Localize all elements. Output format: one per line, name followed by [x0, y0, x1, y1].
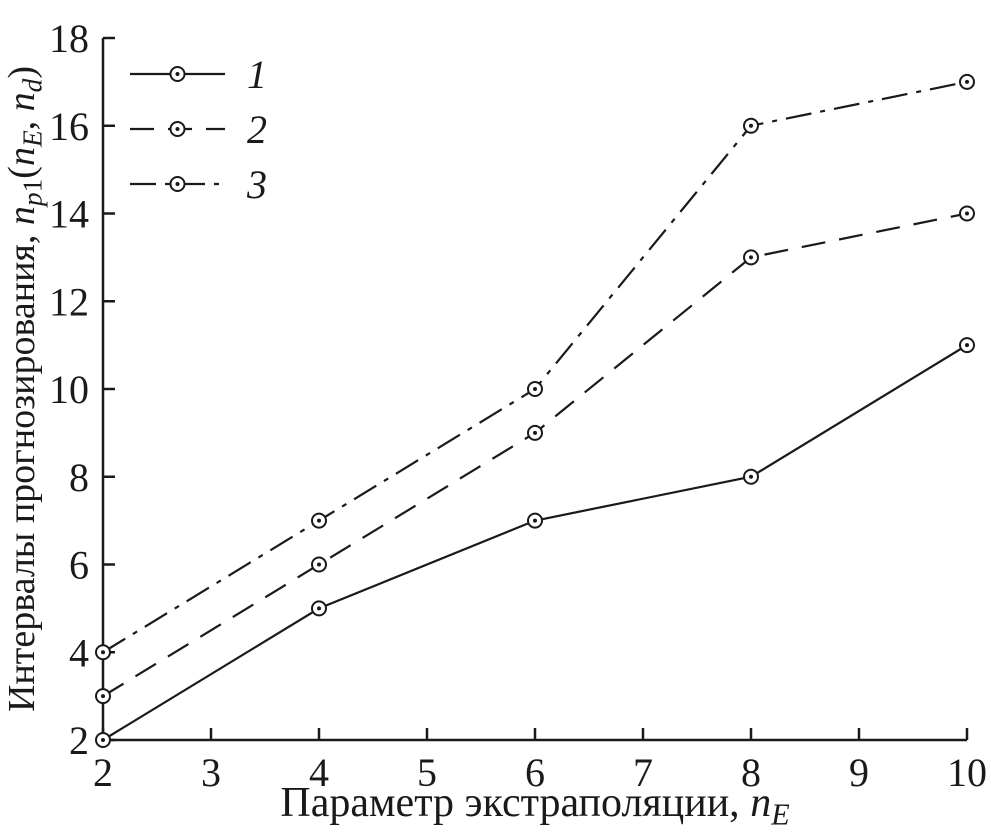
data-point-marker-dot — [749, 123, 753, 128]
series-line — [102, 212, 968, 698]
data-point-marker-dot — [175, 72, 180, 76]
x-tick-label: 9 — [849, 750, 869, 795]
data-point-marker-dot — [533, 387, 537, 391]
legend-label: 1 — [247, 52, 267, 97]
data-point-marker-dot — [317, 562, 321, 567]
series-3 — [95, 73, 975, 661]
x-tick-label: 8 — [741, 750, 761, 795]
y-tick-label: 10 — [49, 367, 89, 412]
legend-label: 2 — [247, 107, 267, 152]
y-tick-label: 14 — [49, 192, 89, 237]
x-tick-label: 6 — [525, 750, 545, 795]
data-point-marker-dot — [965, 343, 969, 348]
x-tick-label: 10 — [947, 750, 987, 795]
legend-entry-1: 1 — [130, 52, 267, 97]
data-point-marker-dot — [965, 211, 969, 216]
data-point-marker-dot — [101, 650, 105, 655]
series-2 — [95, 205, 975, 705]
data-point-marker-dot — [317, 606, 321, 611]
legend-entry-3: 3 — [130, 162, 267, 207]
x-tick-label: 5 — [417, 750, 437, 795]
legend: 1 2 3 — [130, 52, 267, 207]
y-tick-label: 2 — [69, 718, 89, 763]
data-point-marker-dot — [175, 182, 180, 186]
data-point-marker-dot — [317, 518, 321, 523]
x-tick-label: 3 — [201, 750, 221, 795]
data-point-marker-dot — [175, 127, 180, 131]
data-point-marker-dot — [101, 738, 105, 742]
y-tick-label: 4 — [69, 630, 89, 675]
x-tick-label: 7 — [633, 750, 653, 795]
x-axis-title: Параметр экстраполяции, nE — [280, 780, 789, 831]
legend-label: 3 — [246, 162, 267, 207]
y-tick-label: 16 — [49, 104, 89, 149]
legend-entry-2: 2 — [130, 107, 267, 152]
data-point-marker-dot — [533, 518, 537, 523]
y-tick-label: 8 — [69, 455, 89, 500]
y-tick-label: 12 — [49, 279, 89, 324]
x-tick-label: 2 — [93, 750, 113, 795]
y-axis-title: Интервалы прогнозирования, np1(nE, nd) — [1, 66, 48, 712]
data-point-marker-dot — [749, 255, 753, 260]
y-tick-label: 6 — [69, 543, 89, 588]
y-tick-label: 18 — [49, 16, 89, 61]
data-point-marker-dot — [965, 79, 969, 84]
series-line — [102, 344, 968, 741]
x-tick-label: 4 — [309, 750, 329, 795]
series-1 — [95, 337, 975, 748]
data-point-marker-dot — [101, 694, 105, 699]
data-point-marker-dot — [749, 474, 753, 479]
series-line — [102, 80, 968, 654]
data-point-marker-dot — [533, 430, 537, 435]
